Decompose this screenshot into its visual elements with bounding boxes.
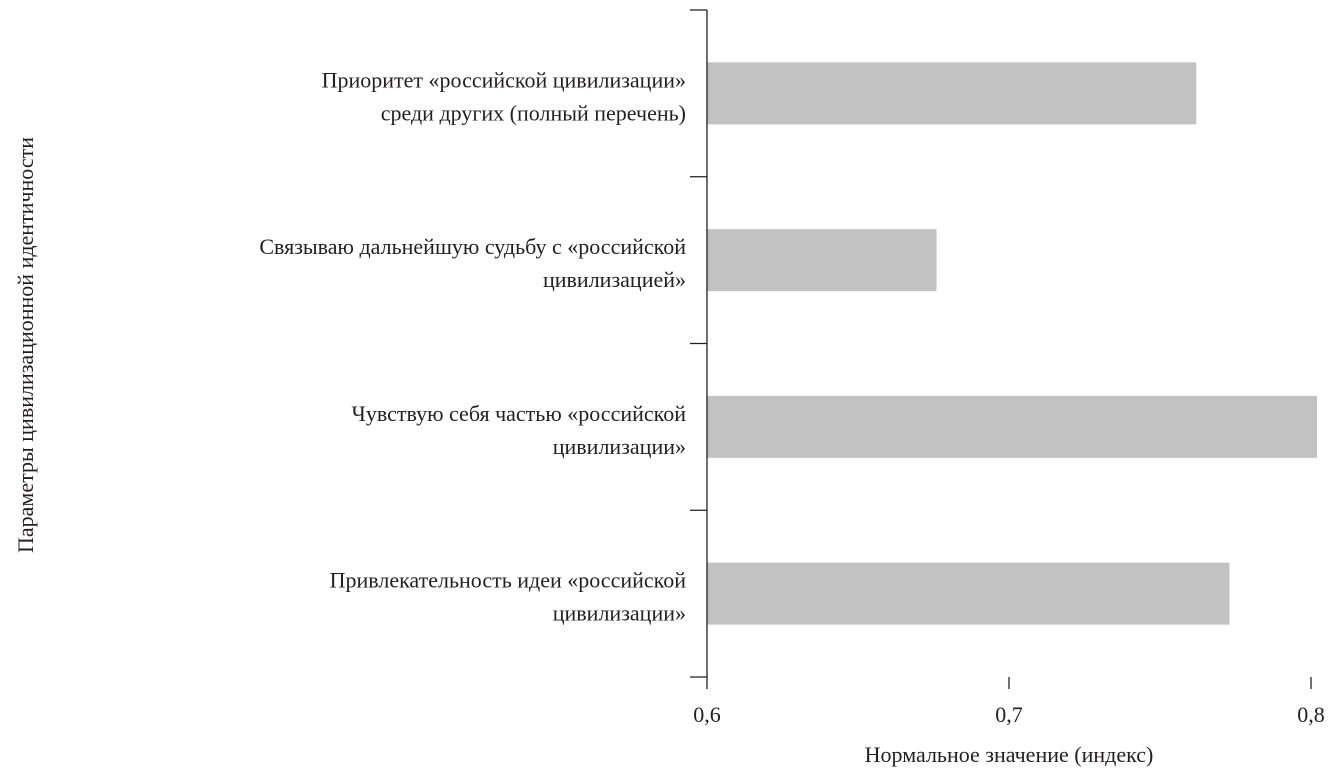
y-ticks-group [690,9,707,678]
x-tick-label: 0,6 [693,702,721,727]
x-tick-label: 0,8 [1297,702,1325,727]
category-label: Связываю дальнейшую судьбу с «российской… [259,234,686,292]
category-label: Приоритет «российской цивилизации» среди … [322,67,686,125]
category-label: Привлекательность идеи «российской цивили… [330,568,687,626]
bars-group [707,62,1318,625]
bar [707,562,1230,625]
x-ticks-group: 0,6 0,7 0,8 [693,677,1325,727]
category-label-line: Приоритет «российской цивилизации» [322,67,686,92]
y-axis-title: Параметры цивилизационной идентичности [13,137,38,553]
category-label-line: Связываю дальнейшую судьбу с «российской [259,234,686,259]
category-label-line: цивилизации» [553,434,686,459]
category-label-line: Чувствую себя частью «российской [352,401,687,426]
x-tick-label: 0,7 [995,702,1023,727]
x-axis-title: Нормальное значение (индекс) [865,742,1154,767]
bar [707,62,1197,125]
category-label-line: цивилизацией» [543,267,686,292]
category-label-line: цивилизации» [553,601,686,626]
bar [707,229,937,292]
category-label-line: Привлекательность идеи «российской [330,568,687,593]
category-label-line: среди других (полный перечень) [381,100,686,125]
category-label: Чувствую себя частью «российской цивилиза… [352,401,687,459]
bar [707,395,1318,458]
category-labels-group: Приоритет «российской цивилизации» среди … [259,67,686,625]
